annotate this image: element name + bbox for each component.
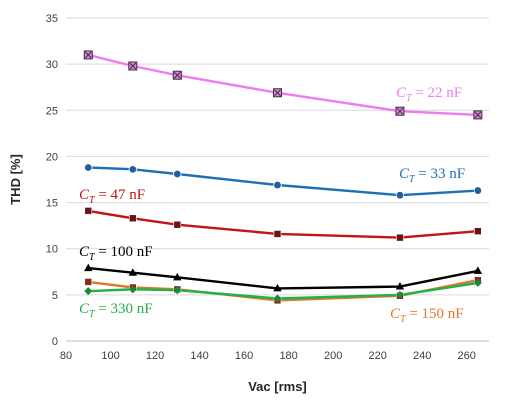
data-point (128, 285, 137, 294)
data-point (474, 227, 482, 235)
series-label: CT = 150 nF (390, 306, 464, 325)
data-point (173, 286, 182, 295)
data-point (173, 169, 182, 179)
x-tick-label: 160 (235, 350, 253, 362)
x-tick-label: 180 (279, 350, 297, 362)
data-point-cross (274, 89, 281, 97)
data-point (273, 230, 282, 238)
y-tick-labels: 0 5 10 15 20 25 30 35 (46, 13, 58, 348)
x-tick-label: 80 (60, 350, 72, 362)
y-tick-label: 20 (46, 151, 58, 163)
x-tick-label: 120 (146, 350, 164, 362)
x-tick-label: 260 (458, 350, 476, 362)
data-point (173, 220, 182, 229)
x-tick-label: 100 (101, 350, 119, 362)
series-label-subscript: T (89, 252, 96, 263)
x-tick-label: 140 (190, 350, 208, 362)
series-label-symbol: C (396, 85, 407, 101)
x-tick-labels: 80 100 120 140 160 180 200 220 240 260 (60, 350, 476, 362)
data-point (84, 263, 93, 272)
data-point (473, 266, 483, 274)
series-label-symbol: C (79, 244, 90, 260)
series-label-value: = 330 nF (95, 301, 153, 317)
series-label-value: = 22 nF (412, 85, 463, 101)
series-label-symbol: C (79, 187, 90, 203)
y-tick-label: 15 (46, 198, 58, 210)
data-point (395, 290, 404, 299)
y-tick-label: 35 (46, 13, 58, 25)
data-point-cross (396, 107, 404, 115)
series-line (88, 281, 479, 300)
series-label-value: = 33 nF (415, 166, 466, 182)
data-point-cross (173, 71, 181, 79)
series-label: CT = 100 nF (79, 244, 153, 263)
x-tick-label: 200 (324, 350, 342, 362)
data-point (273, 180, 282, 190)
series-label-subscript: T (400, 314, 407, 325)
data-point (84, 287, 93, 296)
data-point (84, 278, 93, 286)
series-label: CT = 22 nF (396, 85, 462, 104)
data-point (395, 190, 405, 200)
data-point (84, 163, 93, 172)
series-label-value: = 47 nF (95, 187, 146, 203)
data-point (128, 268, 137, 276)
data-point (395, 282, 405, 290)
data-point (128, 165, 137, 174)
data-point (128, 214, 137, 223)
data-point-cross (474, 111, 482, 119)
series-label: CT = 33 nF (399, 166, 465, 185)
y-tick-label: 30 (46, 59, 58, 71)
y-tick-label: 5 (52, 290, 58, 302)
series-markers (83, 50, 483, 305)
y-tick-label: 10 (46, 244, 58, 256)
y-tick-label: 0 (52, 336, 58, 348)
data-point (273, 283, 282, 292)
data-point (396, 233, 404, 242)
series-label-value: = 100 nF (95, 244, 153, 260)
series-label-subscript: T (89, 195, 96, 206)
data-point (473, 278, 482, 287)
x-tick-label: 220 (369, 350, 387, 362)
series-line (88, 266, 479, 290)
data-point (84, 207, 93, 215)
series-label-subscript: T (406, 93, 413, 104)
series-label-symbol: C (79, 301, 90, 317)
data-point (473, 186, 483, 195)
x-tick-label: 240 (413, 350, 431, 362)
y-tick-label: 25 (46, 105, 58, 117)
series-label-symbol: C (390, 306, 401, 322)
data-point (273, 294, 282, 303)
series-label: CT = 47 nF (79, 187, 145, 206)
x-axis-title: Vac [rms] (248, 379, 307, 394)
series-label-symbol: C (399, 166, 410, 182)
series-line (88, 209, 478, 239)
series-lines (88, 53, 479, 302)
series-label-subscript: T (89, 309, 96, 320)
series-label-subscript: T (409, 174, 416, 185)
data-point-cross (129, 62, 137, 70)
series-label: CT = 330 nF (79, 301, 153, 320)
y-axis-title: THD [%] (8, 154, 23, 205)
series-line (88, 53, 478, 117)
series-line (88, 166, 478, 197)
data-point (173, 272, 182, 281)
data-point-cross (84, 51, 92, 59)
series-label-value: = 150 nF (406, 306, 464, 322)
